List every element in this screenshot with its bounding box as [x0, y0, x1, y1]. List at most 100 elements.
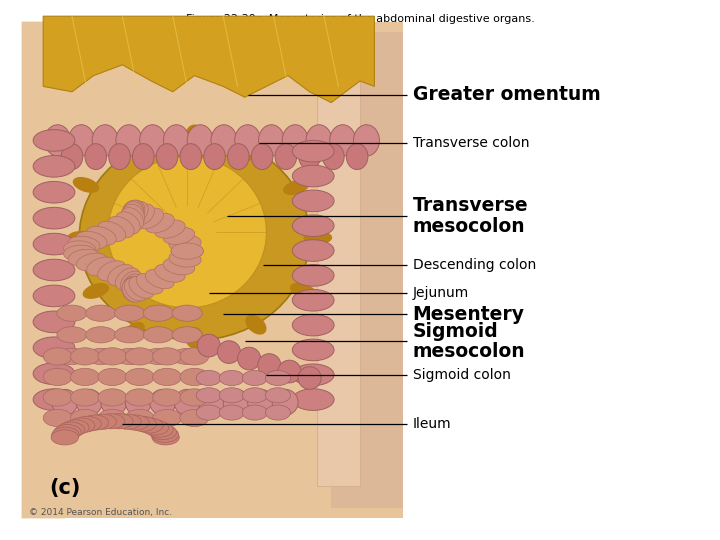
Ellipse shape: [86, 327, 116, 343]
Ellipse shape: [242, 370, 268, 386]
Ellipse shape: [248, 389, 274, 415]
Ellipse shape: [57, 422, 84, 437]
Ellipse shape: [106, 414, 133, 429]
Ellipse shape: [292, 240, 334, 261]
Ellipse shape: [155, 264, 185, 282]
Ellipse shape: [185, 336, 203, 358]
Ellipse shape: [114, 305, 145, 321]
Ellipse shape: [115, 268, 140, 291]
Ellipse shape: [68, 125, 94, 156]
Ellipse shape: [108, 265, 134, 286]
Ellipse shape: [54, 424, 81, 440]
Ellipse shape: [125, 389, 151, 415]
Ellipse shape: [125, 368, 154, 386]
Ellipse shape: [43, 389, 72, 406]
Ellipse shape: [146, 422, 174, 437]
Ellipse shape: [141, 420, 168, 435]
Ellipse shape: [52, 427, 79, 442]
Ellipse shape: [197, 334, 220, 357]
Ellipse shape: [171, 243, 204, 259]
Ellipse shape: [33, 259, 75, 281]
Ellipse shape: [298, 367, 321, 389]
Ellipse shape: [66, 231, 95, 244]
Ellipse shape: [45, 125, 71, 156]
Ellipse shape: [71, 409, 99, 427]
Ellipse shape: [292, 289, 334, 311]
Ellipse shape: [57, 348, 87, 364]
Ellipse shape: [145, 213, 174, 233]
Ellipse shape: [282, 125, 308, 156]
Ellipse shape: [323, 144, 344, 170]
Ellipse shape: [33, 156, 75, 177]
Ellipse shape: [89, 414, 117, 429]
Ellipse shape: [81, 415, 109, 430]
Ellipse shape: [122, 274, 145, 298]
Ellipse shape: [145, 269, 174, 289]
Ellipse shape: [278, 360, 301, 383]
Ellipse shape: [228, 144, 249, 170]
Ellipse shape: [51, 430, 78, 445]
Text: Ileum: Ileum: [413, 417, 451, 431]
Ellipse shape: [84, 281, 109, 296]
Ellipse shape: [33, 233, 75, 255]
Ellipse shape: [68, 236, 100, 253]
Ellipse shape: [79, 135, 310, 340]
Ellipse shape: [122, 136, 143, 156]
Ellipse shape: [86, 348, 116, 364]
Ellipse shape: [63, 241, 96, 257]
Ellipse shape: [71, 348, 99, 365]
Ellipse shape: [211, 125, 237, 156]
Ellipse shape: [43, 348, 72, 365]
Text: Sigmoid colon: Sigmoid colon: [413, 368, 510, 382]
Ellipse shape: [243, 318, 264, 338]
Ellipse shape: [114, 414, 141, 429]
Polygon shape: [317, 54, 360, 486]
Ellipse shape: [33, 337, 75, 359]
Ellipse shape: [124, 323, 145, 343]
Ellipse shape: [186, 117, 204, 139]
Ellipse shape: [153, 409, 181, 427]
Ellipse shape: [86, 226, 117, 245]
Ellipse shape: [172, 348, 202, 364]
Ellipse shape: [180, 409, 209, 427]
Ellipse shape: [292, 389, 334, 410]
Ellipse shape: [98, 389, 127, 406]
Ellipse shape: [122, 201, 144, 226]
Ellipse shape: [82, 175, 109, 191]
Ellipse shape: [57, 327, 87, 343]
Ellipse shape: [33, 311, 75, 333]
Ellipse shape: [129, 276, 155, 298]
Ellipse shape: [199, 389, 225, 415]
Ellipse shape: [265, 388, 291, 403]
Ellipse shape: [125, 278, 148, 301]
Ellipse shape: [180, 389, 209, 406]
Ellipse shape: [101, 389, 127, 415]
Ellipse shape: [172, 305, 202, 321]
Ellipse shape: [292, 364, 334, 386]
Ellipse shape: [52, 389, 78, 415]
Ellipse shape: [299, 144, 320, 170]
Ellipse shape: [120, 271, 143, 295]
Ellipse shape: [122, 204, 145, 228]
Text: Jejunum: Jejunum: [413, 286, 469, 300]
Ellipse shape: [306, 125, 332, 156]
Ellipse shape: [125, 409, 154, 427]
Ellipse shape: [292, 140, 334, 162]
Text: Mesentery: Mesentery: [413, 305, 525, 324]
Ellipse shape: [92, 125, 118, 156]
Ellipse shape: [258, 125, 284, 156]
Polygon shape: [22, 22, 403, 518]
Ellipse shape: [292, 215, 334, 237]
Ellipse shape: [196, 388, 222, 403]
Ellipse shape: [97, 414, 125, 429]
Ellipse shape: [122, 279, 145, 302]
Ellipse shape: [172, 327, 202, 343]
Ellipse shape: [98, 261, 126, 281]
Ellipse shape: [293, 231, 322, 244]
Text: Transverse colon: Transverse colon: [413, 136, 529, 150]
Ellipse shape: [265, 370, 291, 386]
Ellipse shape: [153, 348, 181, 365]
Ellipse shape: [153, 389, 181, 406]
Ellipse shape: [292, 165, 334, 187]
Ellipse shape: [292, 265, 334, 286]
